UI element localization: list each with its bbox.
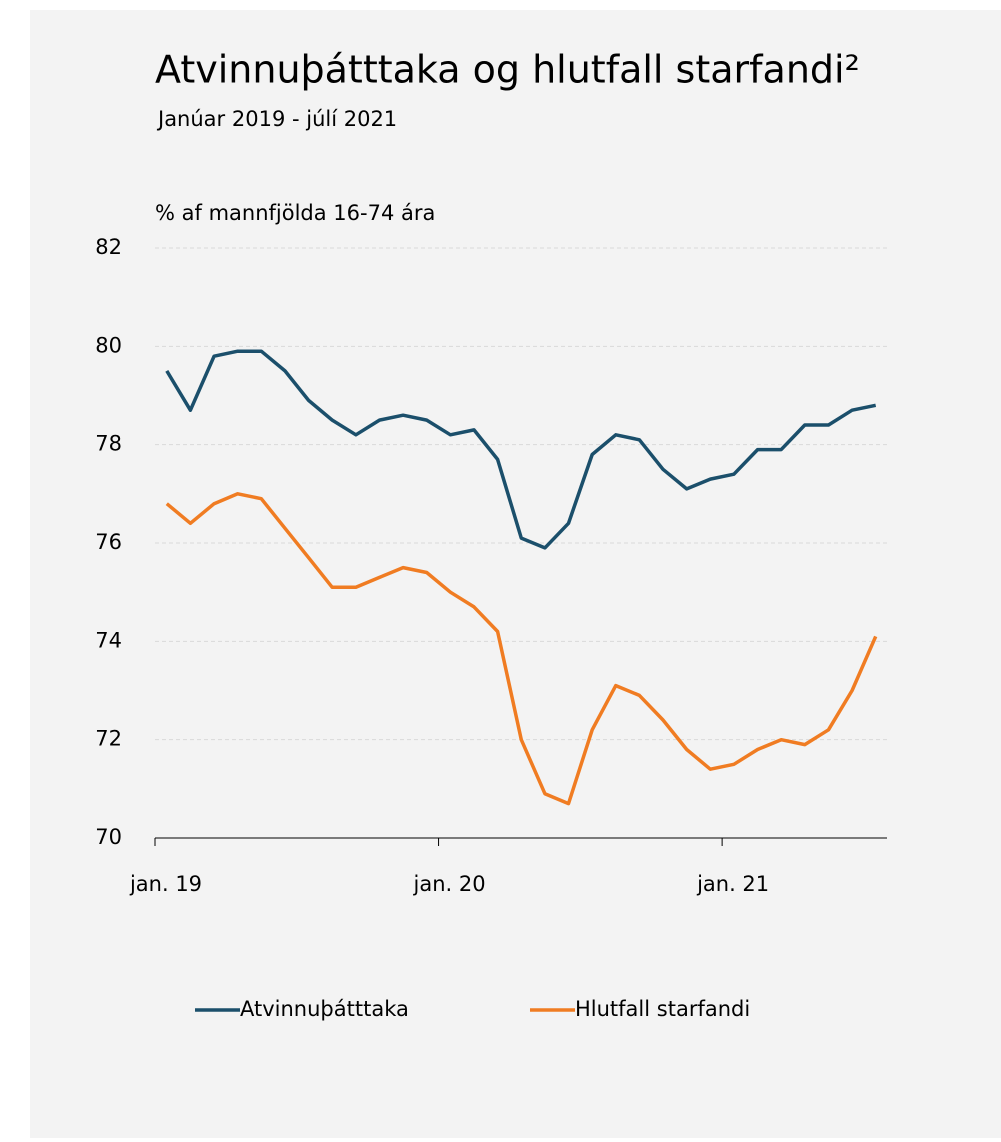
x-tick-label: jan. 21 xyxy=(696,872,769,896)
legend-label: Atvinnuþátttaka xyxy=(240,997,409,1021)
y-tick-label: 74 xyxy=(95,628,122,652)
y-tick-label: 72 xyxy=(95,727,122,751)
y-tick-label: 82 xyxy=(95,235,122,259)
line xyxy=(165,349,877,550)
x-tick-label: jan. 19 xyxy=(129,872,202,896)
legend-label: Hlutfall starfandi xyxy=(575,997,750,1021)
y-axis-label: % af mannfjölda 16-74 ára xyxy=(155,201,435,225)
x-tick-label: jan. 20 xyxy=(413,872,486,896)
y-tick-label: 70 xyxy=(95,825,122,849)
panel xyxy=(30,10,1001,1138)
y-tick-label: 80 xyxy=(95,333,122,357)
chart-title: Atvinnuþátttaka og hlutfall starfandi² xyxy=(155,48,860,92)
y-tick-label: 76 xyxy=(95,530,122,554)
line xyxy=(165,492,878,806)
y-tick-label: 78 xyxy=(95,432,122,456)
chart-subtitle: Janúar 2019 - júlí 2021 xyxy=(156,107,397,131)
